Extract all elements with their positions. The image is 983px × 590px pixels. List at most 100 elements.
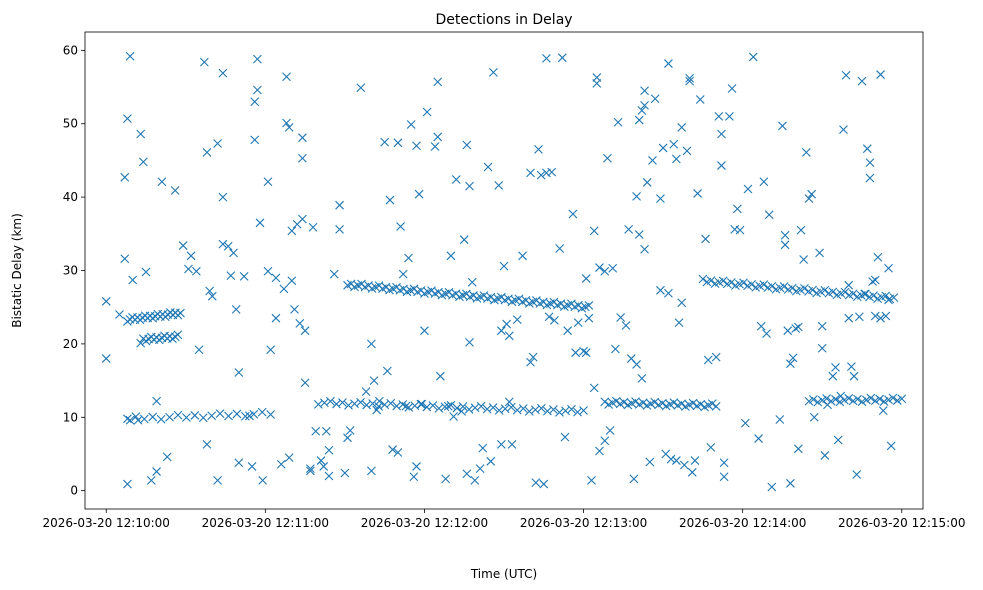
data-point — [350, 399, 359, 409]
data-point — [711, 402, 721, 411]
data-point — [783, 326, 793, 336]
data-point — [258, 475, 268, 485]
data-point — [213, 139, 222, 148]
data-point — [642, 178, 652, 187]
data-point — [306, 464, 315, 474]
data-point — [380, 137, 390, 147]
data-point — [664, 288, 673, 298]
data-point — [231, 305, 241, 314]
data-point — [657, 398, 667, 408]
data-point — [313, 399, 323, 409]
data-point — [650, 397, 660, 407]
data-point — [807, 189, 817, 199]
data-point — [759, 177, 769, 187]
data-point — [476, 401, 486, 411]
data-point — [534, 145, 543, 154]
data-point — [600, 397, 610, 407]
data-point — [271, 273, 281, 283]
data-point — [406, 120, 416, 129]
data-point — [422, 402, 432, 412]
data-point — [388, 445, 398, 454]
data-point — [876, 313, 885, 323]
data-point — [767, 482, 777, 492]
data-point — [800, 283, 809, 293]
data-point — [595, 263, 604, 272]
data-point — [817, 395, 827, 405]
data-point — [464, 404, 474, 414]
data-point — [518, 404, 528, 413]
y-axis: 0 10 20 30 40 50 60 — [63, 43, 85, 498]
data-point — [356, 83, 366, 93]
data-point — [727, 84, 737, 93]
data-point — [897, 394, 907, 404]
data-point — [506, 402, 516, 412]
data-point — [504, 331, 514, 341]
data-point — [467, 277, 477, 287]
data-point — [284, 453, 294, 463]
data-point — [404, 402, 414, 412]
data-point — [840, 287, 850, 297]
data-point — [881, 291, 891, 301]
data-point — [648, 156, 657, 165]
data-point — [123, 479, 132, 489]
data-point — [669, 139, 679, 149]
data-point — [826, 396, 836, 406]
data-point — [199, 57, 209, 67]
data-point — [573, 318, 583, 327]
data-point — [530, 405, 540, 415]
data-point — [457, 407, 466, 416]
data-point — [298, 133, 307, 143]
data-point — [555, 407, 564, 417]
data-point — [536, 170, 546, 180]
data-point — [754, 434, 763, 443]
data-point — [679, 460, 689, 470]
data-point — [853, 394, 862, 404]
data-point — [600, 436, 610, 446]
data-point — [507, 440, 517, 449]
data-point — [779, 282, 789, 291]
data-point — [465, 181, 474, 191]
data-point — [190, 411, 200, 420]
data-point — [610, 344, 620, 354]
data-point — [500, 404, 510, 414]
y-tick-label: 20 — [63, 337, 78, 351]
data-point — [489, 67, 498, 77]
chart-title: Detections in Delay — [435, 12, 572, 28]
data-point — [854, 312, 864, 322]
data-point — [831, 362, 840, 372]
data-point — [786, 359, 795, 369]
data-point — [434, 403, 444, 413]
data-point — [875, 394, 885, 404]
data-point — [581, 348, 591, 358]
data-point — [255, 218, 265, 228]
data-point — [743, 184, 753, 194]
data-point — [361, 387, 371, 396]
data-point — [178, 241, 188, 250]
data-point — [573, 407, 582, 417]
data-point — [870, 275, 880, 285]
data-point — [428, 401, 438, 410]
data-point — [707, 399, 717, 409]
data-point — [276, 459, 286, 469]
data-point — [725, 112, 734, 121]
data-point — [499, 261, 509, 271]
data-point — [793, 322, 803, 332]
data-point — [584, 301, 594, 310]
data-point — [478, 443, 488, 453]
data-point — [739, 278, 748, 288]
data-point — [417, 399, 427, 409]
data-point — [101, 354, 111, 363]
data-point — [459, 235, 469, 245]
data-point — [433, 132, 443, 142]
data-point — [218, 68, 228, 78]
y-tick-label: 40 — [63, 190, 78, 204]
data-point — [706, 276, 716, 286]
data-point — [249, 409, 259, 419]
data-point — [888, 393, 898, 403]
data-point — [141, 267, 151, 277]
data-point — [696, 399, 706, 409]
data-point — [232, 409, 242, 419]
data-point — [557, 53, 567, 63]
data-point — [876, 70, 885, 79]
data-point — [234, 368, 244, 377]
